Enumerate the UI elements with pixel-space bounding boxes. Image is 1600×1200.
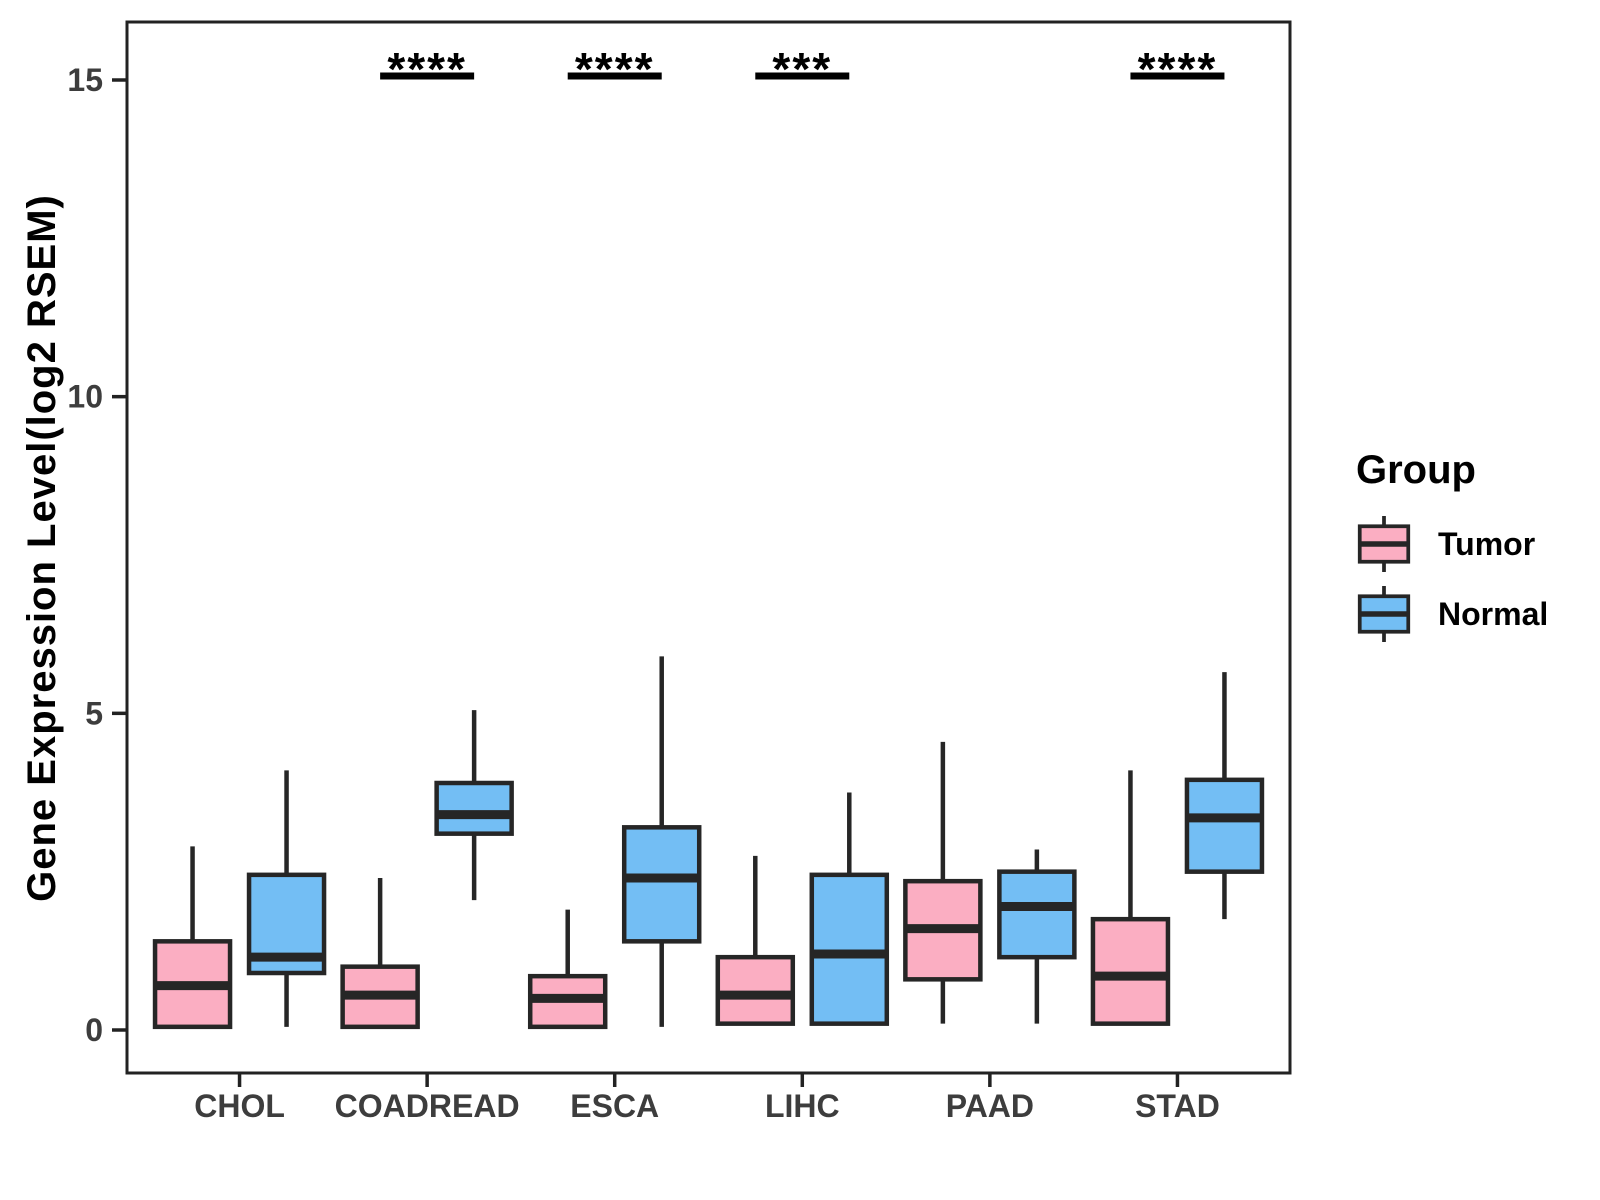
significance-stars: *** bbox=[772, 43, 832, 95]
significance-stars: **** bbox=[387, 43, 467, 95]
significance-coadread: **** bbox=[380, 43, 475, 95]
panel-border bbox=[125, 20, 1292, 1075]
boxplot-normal-chol bbox=[246, 770, 327, 1027]
boxplot-tumor-paad bbox=[903, 741, 983, 1024]
x-label-coadread: COADREAD bbox=[335, 1088, 520, 1124]
y-axis-title: Gene Expression Level(log2 RSEM) bbox=[20, 194, 64, 902]
boxplot-normal-lihc bbox=[809, 792, 890, 1026]
boxplot-normal-stad bbox=[1184, 672, 1265, 920]
iqr-box bbox=[1184, 777, 1265, 874]
boxplot-normal-esca bbox=[621, 656, 702, 1027]
iqr-box bbox=[997, 869, 1077, 960]
x-label-chol: CHOL bbox=[194, 1088, 285, 1124]
boxplot-normal-paad bbox=[997, 849, 1077, 1024]
legend-items: Tumor Normal bbox=[1356, 513, 1548, 645]
significance-stad: **** bbox=[1130, 43, 1225, 95]
significance-lihc: *** bbox=[755, 43, 850, 95]
legend-key-normal bbox=[1357, 586, 1411, 642]
boxplot-normal-coadread bbox=[434, 710, 514, 901]
boxplot-tumor-chol bbox=[152, 846, 233, 1030]
legend-title: Group bbox=[1356, 448, 1476, 492]
legend-label-tumor: Tumor bbox=[1438, 525, 1536, 562]
significance-stars: **** bbox=[1138, 43, 1218, 95]
iqr-box bbox=[1090, 916, 1171, 1026]
legend-item-normal: Normal bbox=[1356, 583, 1548, 645]
boxplot-tumor-stad bbox=[1090, 770, 1171, 1026]
x-label-lihc: LIHC bbox=[765, 1088, 840, 1124]
iqr-box bbox=[715, 954, 796, 1026]
iqr-box bbox=[434, 780, 514, 836]
y-tick-label: 15 bbox=[67, 62, 103, 98]
iqr-box bbox=[621, 825, 702, 944]
boxplot-tumor-coadread bbox=[340, 878, 420, 1030]
x-label-stad: STAD bbox=[1135, 1088, 1220, 1124]
x-label-paad: PAAD bbox=[946, 1088, 1034, 1124]
significance-esca: **** bbox=[567, 43, 662, 95]
iqr-box bbox=[809, 872, 890, 1026]
x-label-esca: ESCA bbox=[570, 1088, 659, 1124]
legend: Group Tumor Normal bbox=[1356, 448, 1548, 653]
boxplot-tumor-esca bbox=[527, 909, 608, 1030]
y-tick-label: 5 bbox=[85, 695, 103, 731]
significance-stars: **** bbox=[575, 43, 655, 95]
legend-key-tumor bbox=[1357, 516, 1411, 572]
legend-item-tumor: Tumor bbox=[1356, 513, 1548, 575]
y-tick-label: 10 bbox=[67, 379, 103, 415]
y-tick-label: 0 bbox=[85, 1012, 103, 1048]
boxplot-tumor-lihc bbox=[715, 855, 796, 1026]
legend-label-normal: Normal bbox=[1438, 595, 1549, 632]
